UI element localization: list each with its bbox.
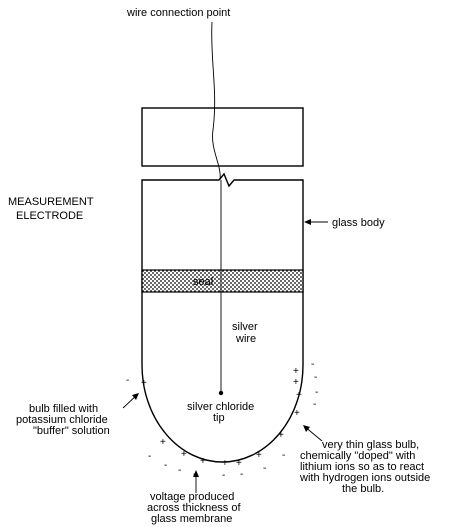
silver-chloride-tip [218,390,224,396]
wire-connection-label: wire connection point [126,7,230,19]
electrode-cap [141,107,304,167]
seal-label: seal [193,276,213,288]
thin-bulb-label-4: with hydrogen ions outside [299,472,430,484]
plus-sign: + [256,450,262,461]
plus-sign: + [141,378,147,389]
minus-sign: - [282,450,285,461]
lead-wire [211,21,221,181]
silver-wire-label-1: silver [232,321,258,333]
voltage-label-2: across thickness of [147,502,241,514]
minus-sign: - [263,463,266,474]
plus-sign: + [222,458,228,469]
voltage-label-1: voltage produced [150,491,234,503]
minus-sign: - [193,469,196,480]
voltage-arrowhead [193,470,199,477]
glass-body-arrowhead [304,219,311,225]
plus-sign: + [181,449,187,460]
plus-sign: + [293,366,299,377]
minus-sign: - [164,460,167,471]
thin-bulb-label-3: lithium ions so as to react [300,461,424,473]
measurement-label-2: ELECTRODE [16,210,83,222]
silver-wire-label-2: wire [235,333,256,345]
minus-sign: - [313,399,316,410]
glass-bulb [141,364,304,463]
minus-sign: - [311,359,314,370]
plus-sign: + [294,408,300,419]
thin-bulb-label-5: the bulb. [342,483,384,495]
minus-sign: - [240,469,243,480]
silver-chloride-label-2: tip [213,412,225,424]
thin-bulb-arrowhead [303,425,310,432]
minus-sign: - [315,387,318,398]
measurement-label-1: MEASUREMENT [8,196,94,208]
glass-body-label: glass body [332,217,385,229]
plus-sign: + [236,458,242,469]
minus-sign: - [178,465,181,476]
glass-body-outline [141,172,304,365]
bulb-fill-label-2: potassium chloride [16,414,108,426]
plus-sign: + [296,390,302,401]
bulb-fill-label-1: bulb filled with [29,403,98,415]
minus-sign: - [126,375,129,386]
minus-sign: - [314,372,317,383]
seal-band [141,269,304,293]
plus-sign: + [160,437,166,448]
plus-sign: + [278,430,284,441]
thin-bulb-label-1: very thin glass bulb, [322,439,419,451]
minus-sign: - [222,470,225,481]
bulb-fill-arrowhead [132,393,139,400]
bulb-fill-label-3: "buffer" solution [33,425,110,437]
voltage-label-3: glass membrane [151,513,232,525]
silver-chloride-label-1: silver chloride [187,401,254,413]
plus-sign: + [293,377,299,388]
plus-sign: + [200,456,206,467]
thin-bulb-label-2: chemically "doped" with [300,450,415,462]
minus-sign: - [148,451,151,462]
